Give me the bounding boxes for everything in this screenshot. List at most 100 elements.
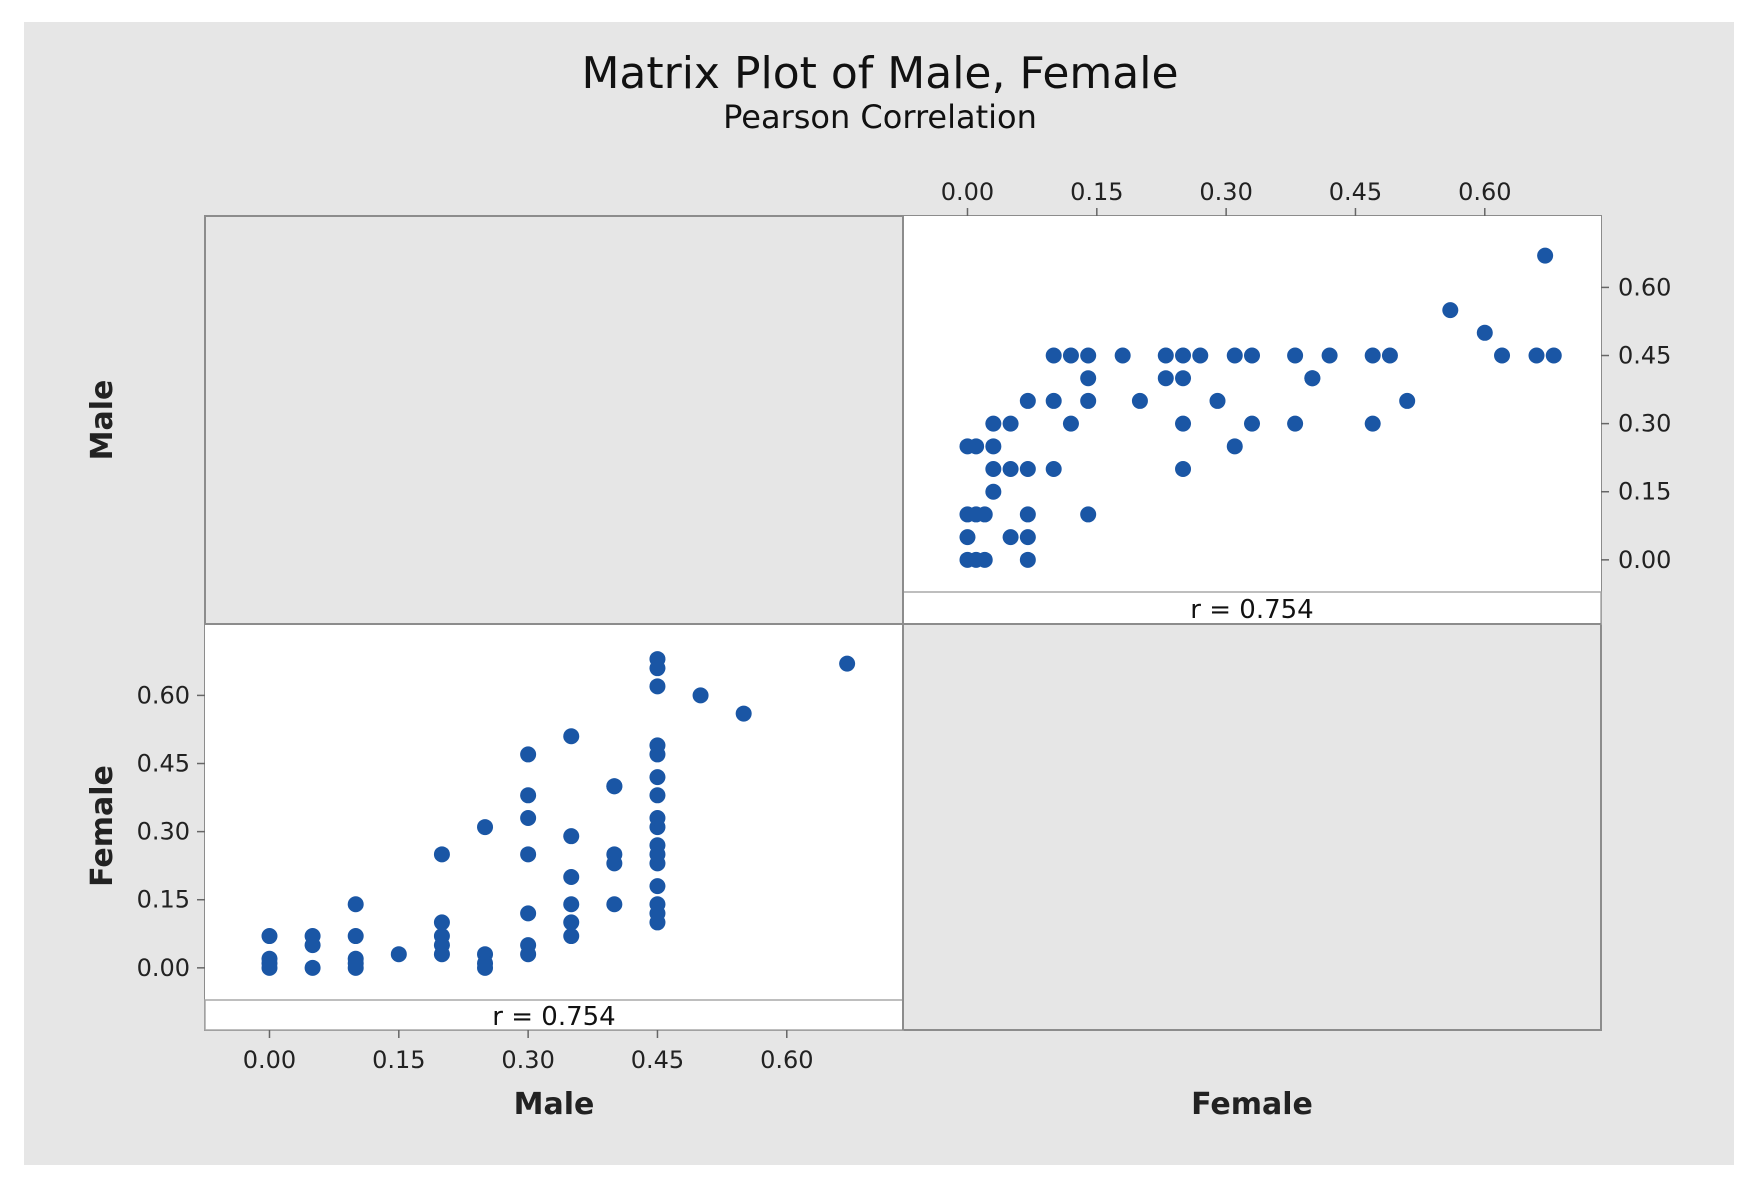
scatter-point bbox=[985, 461, 1002, 478]
scatter-point bbox=[1062, 415, 1079, 432]
chart-title: Matrix Plot of Male, Female bbox=[581, 48, 1178, 99]
panel-correlation-strip bbox=[902, 591, 1602, 625]
scatter-point bbox=[1175, 415, 1192, 432]
y-tick-label: 0.60 bbox=[1618, 273, 1671, 301]
scatter-point bbox=[649, 810, 666, 826]
scatter-point bbox=[1287, 415, 1304, 432]
scatter-point bbox=[1157, 370, 1174, 387]
scatter-point bbox=[563, 928, 580, 945]
panel-plot-area bbox=[205, 624, 903, 1000]
scatter-point bbox=[1209, 392, 1226, 409]
correlation-label: r = 0.754 bbox=[1190, 595, 1313, 625]
scatter-point bbox=[563, 896, 580, 913]
scatter-point bbox=[1019, 506, 1036, 523]
scatter-point bbox=[347, 928, 364, 945]
scatter-point bbox=[433, 846, 450, 863]
scatter-point bbox=[606, 896, 623, 913]
scatter-point bbox=[1545, 347, 1562, 364]
scatter-point bbox=[1157, 347, 1174, 364]
y-axis-label-male: Male bbox=[85, 380, 120, 461]
x-tick-label: 0.30 bbox=[501, 1046, 554, 1074]
scatter-point bbox=[649, 660, 666, 677]
x-tick-label: 0.15 bbox=[1070, 178, 1123, 206]
y-tick-label: 0.00 bbox=[137, 954, 190, 982]
scatter-point bbox=[959, 438, 976, 455]
x-tick-label: 0.60 bbox=[760, 1046, 813, 1074]
y-tick-label: 0.30 bbox=[137, 818, 190, 846]
scatter-point bbox=[304, 937, 321, 954]
scatter-point bbox=[1131, 392, 1148, 409]
scatter-point bbox=[347, 896, 364, 913]
scatter-point bbox=[477, 819, 494, 836]
scatter-point bbox=[1080, 392, 1097, 409]
scatter-point bbox=[1537, 247, 1554, 264]
scatter-point bbox=[1381, 347, 1398, 364]
y-axis-ticks-left: 0.00 0.15 0.30 0.45 0.60 bbox=[137, 681, 205, 982]
y-tick-label: 0.45 bbox=[1618, 342, 1671, 370]
chart-subtitle: Pearson Correlation bbox=[723, 98, 1037, 136]
scatter-point bbox=[649, 914, 666, 931]
scatter-point bbox=[347, 955, 364, 972]
scatter-point bbox=[520, 846, 537, 863]
x-tick-label: 0.45 bbox=[631, 1046, 684, 1074]
y-tick-label: 0.15 bbox=[1618, 478, 1671, 506]
scatter-points-female-vs-male bbox=[261, 651, 856, 976]
scatter-point bbox=[563, 914, 580, 931]
scatter-point bbox=[1244, 347, 1260, 364]
scatter-point bbox=[261, 928, 278, 945]
scatter-point bbox=[1080, 506, 1097, 523]
scatter-point bbox=[692, 687, 709, 704]
x-tick-label: 0.00 bbox=[941, 178, 994, 206]
y-tick-label: 0.60 bbox=[137, 681, 190, 709]
scatter-point bbox=[985, 483, 1002, 500]
scatter-point bbox=[1080, 347, 1097, 364]
scatter-point bbox=[1226, 438, 1243, 455]
scatter-point bbox=[1045, 461, 1062, 478]
panel-plot-area bbox=[903, 216, 1601, 592]
scatter-point bbox=[735, 705, 752, 722]
scatter-points-male-vs-female bbox=[959, 247, 1562, 568]
scatter-point bbox=[1476, 324, 1493, 341]
scatter-point bbox=[261, 955, 278, 972]
scatter-point bbox=[1019, 392, 1036, 409]
scatter-point bbox=[433, 946, 450, 963]
scatter-point bbox=[968, 506, 985, 523]
scatter-point bbox=[1175, 347, 1192, 364]
y-axis-label-female: Female bbox=[85, 765, 120, 887]
scatter-point bbox=[1019, 551, 1036, 568]
scatter-point bbox=[985, 438, 1002, 455]
scatter-point bbox=[1002, 415, 1019, 432]
scatter-point bbox=[649, 787, 666, 804]
scatter-point bbox=[959, 529, 976, 546]
scatter-point bbox=[1192, 347, 1209, 364]
x-tick-label: 0.30 bbox=[1199, 178, 1252, 206]
scatter-point bbox=[477, 959, 494, 976]
y-tick-label: 0.15 bbox=[137, 886, 190, 914]
scatter-point bbox=[520, 946, 537, 963]
x-tick-label: 0.45 bbox=[1329, 178, 1382, 206]
scatter-point bbox=[606, 855, 623, 872]
scatter-point bbox=[1002, 461, 1019, 478]
x-axis-label-female: Female bbox=[1191, 1087, 1313, 1122]
scatter-point bbox=[520, 787, 537, 804]
scatter-point bbox=[1364, 415, 1381, 432]
scatter-point bbox=[1002, 529, 1019, 546]
y-tick-label: 0.45 bbox=[137, 750, 190, 778]
scatter-point bbox=[1442, 302, 1459, 319]
scatter-point bbox=[1226, 347, 1243, 364]
correlation-label: r = 0.754 bbox=[492, 1002, 615, 1032]
scatter-point bbox=[1175, 370, 1192, 387]
scatter-point bbox=[563, 828, 580, 845]
scatter-point bbox=[649, 846, 666, 863]
y-tick-label: 0.30 bbox=[1618, 410, 1671, 438]
scatter-point bbox=[1114, 347, 1131, 364]
x-tick-label: 0.00 bbox=[243, 1046, 296, 1074]
scatter-point bbox=[649, 769, 666, 786]
scatter-point bbox=[1364, 347, 1381, 364]
scatter-point bbox=[649, 678, 666, 695]
scatter-point bbox=[1019, 461, 1036, 478]
scatter-point bbox=[968, 551, 985, 568]
x-tick-label: 0.60 bbox=[1458, 178, 1511, 206]
scatter-point bbox=[1045, 392, 1062, 409]
